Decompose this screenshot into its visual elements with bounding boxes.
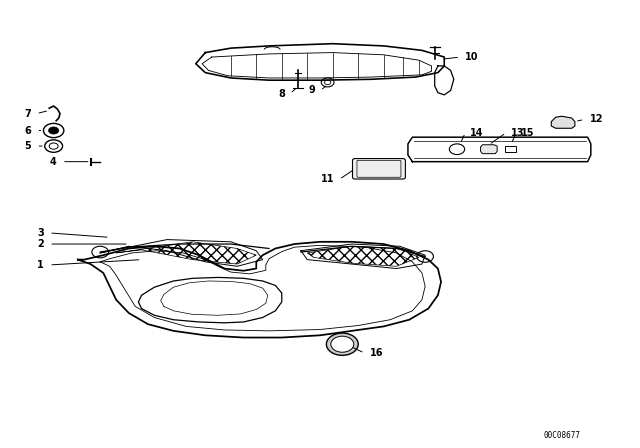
- Text: 1: 1: [37, 260, 44, 270]
- Text: 13: 13: [511, 128, 525, 138]
- Text: 10: 10: [465, 52, 479, 62]
- Text: 3: 3: [37, 228, 44, 238]
- Text: 15: 15: [522, 128, 535, 138]
- Text: 12: 12: [589, 114, 603, 125]
- FancyBboxPatch shape: [353, 159, 405, 179]
- Polygon shape: [551, 116, 575, 128]
- Circle shape: [331, 336, 354, 352]
- Text: 00C08677: 00C08677: [543, 431, 580, 440]
- Text: 2: 2: [37, 239, 44, 249]
- Text: 5: 5: [24, 141, 31, 151]
- Text: 16: 16: [370, 348, 383, 358]
- Text: 14: 14: [470, 128, 484, 138]
- Polygon shape: [481, 145, 497, 154]
- Text: 11: 11: [321, 174, 334, 185]
- Text: 8: 8: [278, 89, 285, 99]
- Circle shape: [326, 333, 358, 355]
- Polygon shape: [116, 242, 256, 264]
- Text: 9: 9: [308, 86, 315, 95]
- Text: 7: 7: [24, 108, 31, 119]
- Text: 4: 4: [50, 157, 57, 167]
- Polygon shape: [307, 246, 419, 266]
- Circle shape: [49, 127, 59, 134]
- Text: 6: 6: [24, 125, 31, 135]
